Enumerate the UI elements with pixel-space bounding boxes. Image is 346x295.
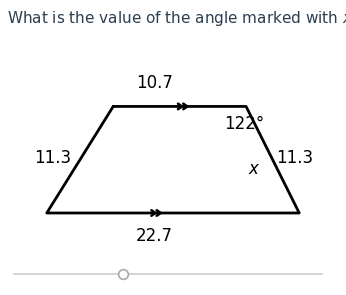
Text: 10.7: 10.7: [136, 74, 173, 93]
Text: 11.3: 11.3: [276, 150, 313, 168]
Text: 11.3: 11.3: [35, 150, 72, 168]
Text: What is the value of the angle marked with $x$?: What is the value of the angle marked wi…: [7, 9, 346, 28]
Text: $x$: $x$: [248, 160, 260, 178]
Text: 22.7: 22.7: [136, 227, 173, 245]
Text: 122°: 122°: [225, 115, 265, 133]
